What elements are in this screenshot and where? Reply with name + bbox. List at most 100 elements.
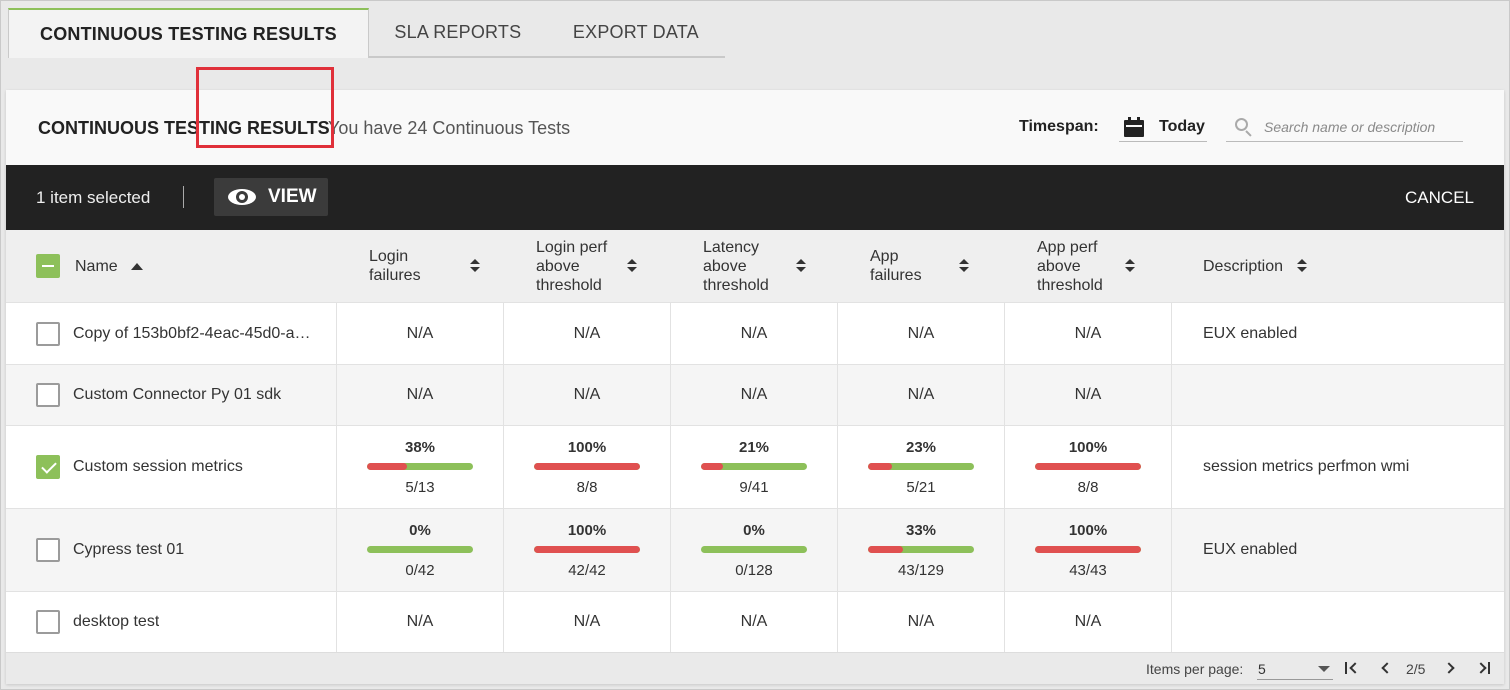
test-name: desktop test xyxy=(73,613,160,630)
timespan-label: Timespan: xyxy=(1019,118,1099,135)
metric-cell: N/A xyxy=(838,365,1005,425)
metric-count: 0/128 xyxy=(735,561,773,579)
header-description[interactable]: Description xyxy=(1203,230,1308,302)
metric-progress-fill xyxy=(1035,462,1141,470)
table-row[interactable]: Copy of 153b0bf2-4eac-45d0-a… N/A N/A N/A N/… xyxy=(6,302,1504,364)
metric-progress-bar xyxy=(1035,462,1141,470)
metric-cell: N/A xyxy=(504,592,671,652)
metric-cell: 23% 5/21 xyxy=(838,426,1005,508)
header-label-line: above xyxy=(1037,257,1081,275)
items-per-page-select[interactable]: 5 xyxy=(1257,658,1333,680)
metric-percent: 0% xyxy=(409,521,431,539)
metric-cell: N/A xyxy=(838,592,1005,652)
row-checkbox[interactable] xyxy=(36,538,60,562)
results-panel: CONTINUOUS TESTING RESULTS You have 24 C… xyxy=(6,90,1504,684)
table-row[interactable]: Custom session metrics 38% 5/13 100% 8/8 21% 9… xyxy=(6,425,1504,508)
metric-progress-bar xyxy=(367,545,473,553)
metric-progress-bar xyxy=(701,545,807,553)
test-name: Cypress test 01 xyxy=(73,541,185,558)
metric-cell: N/A xyxy=(337,365,504,425)
metric-progress-bar xyxy=(534,462,640,470)
search-icon xyxy=(1235,118,1253,137)
items-per-page-value: 5 xyxy=(1258,661,1266,677)
header-app-perf[interactable]: App perf above threshold xyxy=(1037,230,1135,302)
metric-cell: N/A xyxy=(1005,303,1172,364)
header-label-line: Latency xyxy=(703,238,760,256)
row-checkbox[interactable] xyxy=(36,455,60,479)
metric-value: N/A xyxy=(406,386,434,403)
selected-count-text: 1 item selected xyxy=(36,188,151,207)
view-button[interactable]: VIEW xyxy=(214,178,328,216)
metric-percent: 100% xyxy=(567,438,607,456)
metric-progress-bar xyxy=(868,545,974,553)
row-checkbox[interactable] xyxy=(36,383,60,407)
next-page-button[interactable] xyxy=(1443,661,1459,677)
header-label-line: App xyxy=(870,248,899,265)
metric-percent: 100% xyxy=(567,521,607,539)
tab-export-data[interactable]: EXPORT DATA xyxy=(546,8,725,58)
metric-value: N/A xyxy=(573,613,601,630)
tab-continuous-testing-results[interactable]: CONTINUOUS TESTING RESULTS xyxy=(8,8,369,58)
metric-cell: N/A xyxy=(1005,365,1172,425)
metric-count: 8/8 xyxy=(576,478,598,496)
header-latency[interactable]: Latency above threshold xyxy=(703,230,806,302)
metric-progress-fill xyxy=(534,462,640,470)
page-indicator: 2/5 xyxy=(1406,661,1426,677)
timespan-picker[interactable]: Today xyxy=(1119,112,1207,142)
search-input[interactable] xyxy=(1264,116,1459,138)
metric-percent: 21% xyxy=(738,438,770,456)
metric-percent: 23% xyxy=(905,438,937,456)
table-row[interactable]: Custom Connector Py 01 sdk N/A N/A N/A N/A N/… xyxy=(6,364,1504,425)
metric-progress-bar xyxy=(868,462,974,470)
metric-percent: 100% xyxy=(1068,521,1108,539)
metric-progress-fill xyxy=(868,462,893,470)
tab-bar: CONTINUOUS TESTING RESULTS SLA REPORTS E… xyxy=(8,8,725,58)
metric-value: N/A xyxy=(740,324,768,342)
table-row[interactable]: desktop test N/A N/A N/A N/A N/A xyxy=(6,591,1504,652)
header-name[interactable]: Name xyxy=(36,230,143,302)
table-row[interactable]: Cypress test 01 0% 0/42 100% 42/42 0% 0/128 33%… xyxy=(6,508,1504,591)
sort-icon xyxy=(469,259,480,273)
chevron-down-icon xyxy=(1318,666,1330,672)
cancel-button[interactable]: CANCEL xyxy=(1405,188,1474,207)
header-label-line: App perf xyxy=(1037,238,1098,256)
search-box xyxy=(1226,112,1463,142)
header-app-failures[interactable]: App failures xyxy=(870,230,969,302)
metric-value: N/A xyxy=(573,324,601,342)
metric-percent: 38% xyxy=(404,438,436,456)
metric-progress-bar xyxy=(534,545,640,553)
select-all-checkbox[interactable] xyxy=(36,254,60,278)
metric-value: N/A xyxy=(907,613,935,630)
metric-value: N/A xyxy=(907,324,935,342)
header-label-line: Login xyxy=(369,248,409,265)
metric-value: N/A xyxy=(1074,386,1102,403)
metric-cell: N/A xyxy=(337,303,504,364)
header-description-label: Description xyxy=(1203,257,1284,275)
row-checkbox[interactable] xyxy=(36,321,60,346)
header-label-line: Login perf xyxy=(536,238,608,256)
description-cell: session metrics perfmon wmi xyxy=(1203,458,1410,475)
sort-icon xyxy=(627,259,638,273)
metric-progress-bar xyxy=(1035,545,1141,553)
metric-value: N/A xyxy=(573,386,601,403)
view-button-label: VIEW xyxy=(268,186,317,207)
header-label-line: failures xyxy=(369,267,421,284)
metric-cell: 100% 43/43 xyxy=(1005,509,1172,591)
header-login-perf[interactable]: Login perf above threshold xyxy=(536,230,638,302)
timespan-value: Today xyxy=(1159,117,1205,135)
name-cell: Custom Connector Py 01 sdk xyxy=(6,365,337,425)
last-page-button[interactable] xyxy=(1475,661,1492,677)
metric-percent: 0% xyxy=(743,521,765,539)
first-page-button[interactable] xyxy=(1344,661,1361,677)
header-login-failures[interactable]: Login failures xyxy=(369,230,480,302)
metric-count: 5/13 xyxy=(405,478,435,496)
tab-sla-reports[interactable]: SLA REPORTS xyxy=(368,8,547,58)
header-label-line: threshold xyxy=(1037,276,1103,294)
metric-count: 42/42 xyxy=(568,561,606,579)
test-count-text: You have 24 Continuous Tests xyxy=(328,118,571,138)
metric-progress-fill xyxy=(534,545,640,553)
prev-page-button[interactable] xyxy=(1378,661,1394,677)
metric-value: N/A xyxy=(740,613,768,630)
row-checkbox[interactable] xyxy=(36,610,60,634)
header-label-line: above xyxy=(536,257,580,275)
